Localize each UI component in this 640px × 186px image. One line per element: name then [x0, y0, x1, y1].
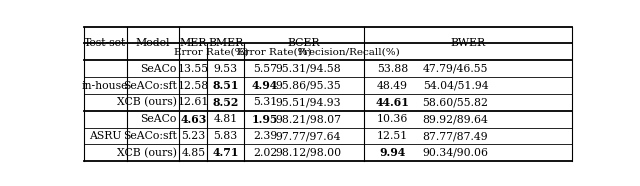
Text: 44.61: 44.61 — [376, 97, 410, 108]
Text: BWER: BWER — [451, 39, 485, 48]
Text: 9.94: 9.94 — [380, 147, 406, 158]
Text: 12.58: 12.58 — [178, 81, 209, 91]
Text: 48.49: 48.49 — [377, 81, 408, 91]
Text: 5.23: 5.23 — [181, 131, 205, 141]
Text: SeACo:sft: SeACo:sft — [123, 81, 177, 91]
Text: SeACo: SeACo — [140, 64, 177, 74]
Text: 4.81: 4.81 — [214, 114, 237, 124]
Text: 2.02: 2.02 — [253, 148, 277, 158]
Text: 97.77/97.64: 97.77/97.64 — [275, 131, 341, 141]
Text: Test-set: Test-set — [84, 39, 127, 48]
Text: 4.71: 4.71 — [212, 147, 239, 158]
Text: 9.53: 9.53 — [214, 64, 237, 74]
Text: XCB (ours): XCB (ours) — [116, 148, 177, 158]
Text: 89.92/89.64: 89.92/89.64 — [422, 114, 488, 124]
Text: 8.52: 8.52 — [212, 97, 239, 108]
Text: MER: MER — [180, 39, 207, 48]
Text: in-house: in-house — [82, 81, 129, 91]
Text: XCB (ours): XCB (ours) — [116, 97, 177, 108]
Text: 2.39: 2.39 — [253, 131, 277, 141]
Text: 54.04/51.94: 54.04/51.94 — [422, 81, 488, 91]
Text: 53.88: 53.88 — [377, 64, 408, 74]
Text: 5.57: 5.57 — [253, 64, 277, 74]
Text: BMER: BMER — [208, 39, 243, 48]
Text: 95.51/94.93: 95.51/94.93 — [275, 97, 341, 107]
Text: 47.79/46.55: 47.79/46.55 — [423, 64, 488, 74]
Text: 4.63: 4.63 — [180, 114, 207, 125]
Text: ASRU: ASRU — [89, 131, 122, 141]
Text: 87.77/87.49: 87.77/87.49 — [422, 131, 488, 141]
Text: 95.31/94.58: 95.31/94.58 — [275, 64, 341, 74]
Text: SeACo: SeACo — [140, 114, 177, 124]
Text: 12.61: 12.61 — [178, 97, 209, 107]
Text: Error Rate(%): Error Rate(%) — [237, 47, 312, 56]
Text: 58.60/55.82: 58.60/55.82 — [422, 97, 488, 107]
Text: 12.51: 12.51 — [377, 131, 408, 141]
Text: 1.95: 1.95 — [252, 114, 278, 125]
Text: 5.83: 5.83 — [214, 131, 237, 141]
Text: 90.34/90.06: 90.34/90.06 — [422, 148, 488, 158]
Text: Precision/Recall(%): Precision/Recall(%) — [298, 47, 401, 56]
Text: 8.51: 8.51 — [212, 80, 239, 91]
Text: 98.12/98.00: 98.12/98.00 — [275, 148, 341, 158]
Text: 4.85: 4.85 — [181, 148, 205, 158]
Text: 4.94: 4.94 — [252, 80, 278, 91]
Text: Error Rate(%): Error Rate(%) — [174, 47, 249, 56]
Text: Model: Model — [136, 39, 170, 48]
Text: 13.55: 13.55 — [178, 64, 209, 74]
Text: BCER: BCER — [287, 39, 320, 48]
Text: 5.31: 5.31 — [253, 97, 277, 107]
Text: SeACo:sft: SeACo:sft — [123, 131, 177, 141]
Text: 98.21/98.07: 98.21/98.07 — [275, 114, 341, 124]
Text: 95.86/95.35: 95.86/95.35 — [275, 81, 341, 91]
Text: 10.36: 10.36 — [377, 114, 408, 124]
